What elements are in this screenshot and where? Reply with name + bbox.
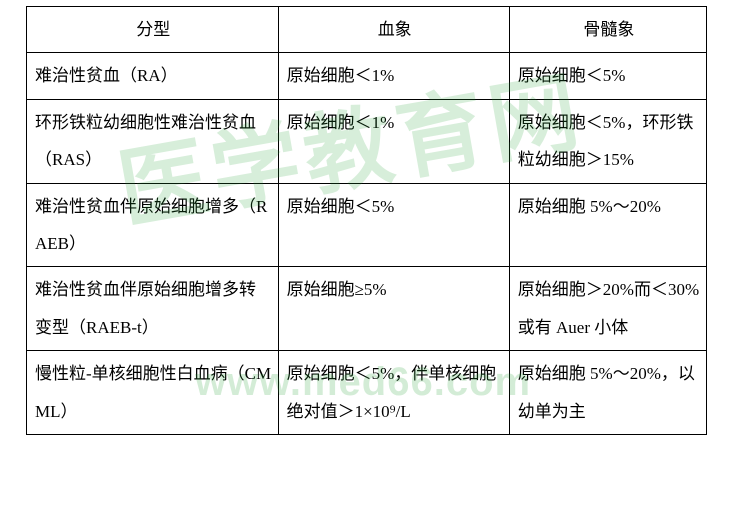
cell-subtype: 难治性贫血伴原始细胞增多（RAEB）: [27, 183, 279, 267]
cell-blood: 原始细胞＜1%: [278, 99, 509, 183]
cell-subtype: 慢性粒-单核细胞性白血病（CMML）: [27, 351, 279, 435]
table-row: 环形铁粒幼细胞性难治性贫血（RAS） 原始细胞＜1% 原始细胞＜5%，环形铁粒幼…: [27, 99, 707, 183]
col-header-marrow: 骨髓象: [509, 7, 706, 53]
cell-blood: 原始细胞＜1%: [278, 53, 509, 99]
cell-blood: 原始细胞＜5%，伴单核细胞绝对值＞1×10⁹/L: [278, 351, 509, 435]
table-row: 难治性贫血伴原始细胞增多（RAEB） 原始细胞＜5% 原始细胞 5%～20%: [27, 183, 707, 267]
col-header-subtype: 分型: [27, 7, 279, 53]
cell-subtype: 难治性贫血（RA）: [27, 53, 279, 99]
cell-marrow: 原始细胞＜5%: [509, 53, 706, 99]
cell-marrow: 原始细胞 5%～20%，以幼单为主: [509, 351, 706, 435]
cell-subtype: 环形铁粒幼细胞性难治性贫血（RAS）: [27, 99, 279, 183]
table-row: 难治性贫血伴原始细胞增多转变型（RAEB-t） 原始细胞≥5% 原始细胞＞20%…: [27, 267, 707, 351]
cell-marrow: 原始细胞＜5%，环形铁粒幼细胞＞15%: [509, 99, 706, 183]
table-row: 慢性粒-单核细胞性白血病（CMML） 原始细胞＜5%，伴单核细胞绝对值＞1×10…: [27, 351, 707, 435]
classification-table: 分型 血象 骨髓象 难治性贫血（RA） 原始细胞＜1% 原始细胞＜5% 环形铁粒…: [26, 6, 707, 435]
cell-subtype: 难治性贫血伴原始细胞增多转变型（RAEB-t）: [27, 267, 279, 351]
cell-blood: 原始细胞＜5%: [278, 183, 509, 267]
table-header-row: 分型 血象 骨髓象: [27, 7, 707, 53]
page-container: 医学教育网 www.med66.com 分型 血象 骨髓象 难治性贫血（RA） …: [0, 0, 733, 508]
cell-marrow: 原始细胞＞20%而＜30%或有 Auer 小体: [509, 267, 706, 351]
table-row: 难治性贫血（RA） 原始细胞＜1% 原始细胞＜5%: [27, 53, 707, 99]
cell-marrow: 原始细胞 5%～20%: [509, 183, 706, 267]
cell-blood: 原始细胞≥5%: [278, 267, 509, 351]
col-header-blood: 血象: [278, 7, 509, 53]
